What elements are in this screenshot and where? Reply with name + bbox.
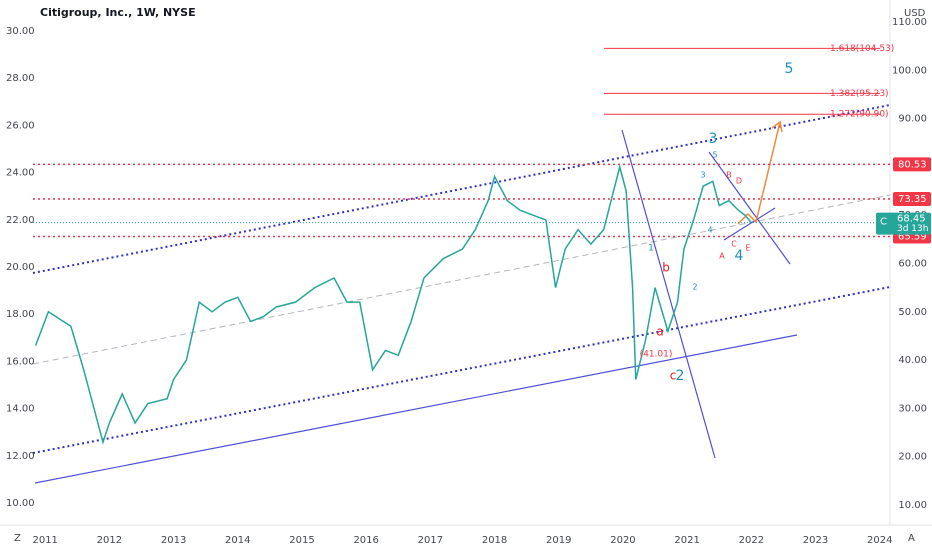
title: Citigroup, Inc., 1W, NYSE	[40, 6, 196, 19]
x-tick-label: 2024	[867, 535, 892, 546]
wave-label: A	[719, 252, 725, 261]
y2-tick-label: 90.00	[898, 114, 927, 125]
corner-left: Z	[14, 533, 21, 544]
upper-channel	[32, 104, 891, 274]
triangle-upper	[708, 151, 791, 265]
wave-label: D	[736, 177, 742, 186]
x-tick-label: 2019	[546, 535, 571, 546]
y2-tick-label: 100.00	[892, 65, 927, 76]
y2-tick-label: 50.00	[898, 307, 927, 318]
y-tick-label: 22.00	[6, 215, 35, 226]
y-tick-label: 28.00	[6, 73, 35, 84]
wave-label: 3	[709, 131, 718, 147]
level-label: 73.35	[898, 194, 927, 205]
support-line	[34, 334, 798, 484]
level-tag	[893, 192, 931, 207]
wave-label: 5	[785, 61, 794, 77]
x-tick-label: 2016	[353, 535, 378, 546]
x-tick-label: 2011	[32, 535, 57, 546]
y-tick-label: 24.00	[6, 168, 35, 179]
wave-label: 1	[648, 244, 654, 254]
y-tick-label: 30.00	[6, 26, 35, 37]
y-tick-label: 14.00	[6, 404, 35, 415]
mid-channel	[32, 194, 891, 365]
currency: USD	[904, 8, 926, 19]
trend-line	[621, 129, 716, 459]
y2-tick-label: 10.00	[898, 500, 927, 511]
level-label: 80.53	[898, 159, 927, 170]
y-tick-label: 12.00	[6, 451, 35, 462]
corner-right: A	[908, 533, 915, 544]
wave-label: 2	[692, 283, 697, 292]
y-tick-label: 26.00	[6, 120, 35, 131]
level-label: 65.59	[898, 231, 927, 242]
price-line	[34, 163, 752, 445]
last-price: 68.45	[897, 214, 926, 225]
wave-label: c	[670, 369, 677, 383]
y2-tick-label: 40.00	[898, 355, 927, 366]
x-tick-label: 2021	[674, 535, 699, 546]
x-tick-label: 2014	[225, 535, 250, 546]
wave-label: 4	[735, 248, 744, 264]
arrow-head	[771, 120, 783, 133]
wave-label: C	[731, 240, 737, 249]
fib-label: 1.382(95.23)	[830, 89, 889, 99]
wave-label: 2	[676, 368, 685, 384]
countdown: 3d 13h	[897, 224, 928, 234]
wave-label: a	[656, 325, 663, 339]
wave-label: B	[726, 171, 732, 180]
x-tick-label: 2018	[482, 535, 507, 546]
x-tick-label: 2013	[161, 535, 186, 546]
wave-label: b	[662, 261, 670, 275]
x-tick-label: 2012	[97, 535, 122, 546]
y2-tick-label: 20.00	[898, 452, 927, 463]
y-tick-label: 18.00	[6, 309, 35, 320]
lower-channel	[32, 286, 891, 454]
x-tick-label: 2022	[739, 535, 764, 546]
triangle-lower	[723, 207, 776, 241]
wave-label: 5	[712, 151, 717, 160]
y-tick-label: 10.00	[6, 498, 35, 509]
x-tick-label: 2015	[289, 535, 314, 546]
wave-label: (41.01)	[640, 350, 673, 360]
projection-arrow	[737, 121, 781, 225]
x-tick-label: 2017	[418, 535, 443, 546]
last-price-tag	[876, 212, 931, 235]
symbol: C	[880, 217, 887, 228]
wave-label: 3	[700, 171, 705, 180]
x-tick-label: 2023	[803, 535, 828, 546]
y-tick-label: 16.00	[6, 356, 35, 367]
x-tick-label: 2020	[610, 535, 635, 546]
wave-label: 4	[707, 226, 712, 235]
y2-tick-label: 30.00	[898, 403, 927, 414]
wave-label: E	[745, 244, 750, 253]
y2-tick-label: 110.00	[892, 17, 927, 28]
level-tag	[893, 157, 931, 172]
y-tick-label: 20.00	[6, 262, 35, 273]
y2-tick-label: 60.00	[898, 258, 927, 269]
fib-label: 1.618(104.53)	[830, 44, 894, 54]
fib-label: 1.272(90.90)	[830, 110, 889, 120]
